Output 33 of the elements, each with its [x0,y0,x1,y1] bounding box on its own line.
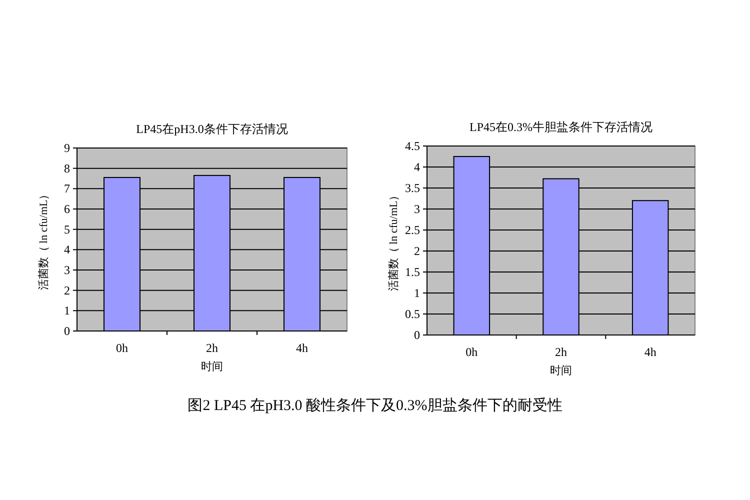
x-tick-label: 2h [206,341,218,355]
x-tick-label: 0h [116,341,128,355]
y-tick-label: 2.5 [405,223,420,237]
x-tick-label: 4h [296,341,308,355]
x-axis-title: 时间 [550,364,572,377]
y-tick-label: 1 [414,286,420,300]
y-tick-label: 9 [64,141,70,155]
y-tick-label: 4 [64,242,70,257]
caption: 图2 LP45 在pH3.0 酸性条件下及0.3%胆盐条件下的耐受性 [188,397,562,414]
y-tick-label: 4 [414,160,420,174]
chart-title: LP45在pH3.0条件下存活情况 [136,122,288,136]
y-tick-label: 1.5 [405,265,420,279]
y-axis-title: 活菌数（ ln cfu/mL） [387,190,400,292]
y-tick-label: 7 [64,182,70,196]
y-tick-label: 2 [64,283,70,298]
y-tick-label: 8 [64,161,70,176]
y-tick-label: 6 [64,202,70,216]
x-tick-label: 0h [466,345,478,359]
y-tick-label: 0 [414,328,420,342]
y-tick-label: 3 [64,263,70,277]
y-tick-label: 0 [64,324,70,338]
x-tick-label: 2h [555,345,567,359]
y-axis-title: 活菌数（ ln cfu/mL） [37,188,50,290]
x-tick-label: 4h [644,345,656,359]
y-tick-label: 3 [414,202,420,216]
y-tick-label: 1 [64,304,70,318]
y-tick-label: 4.5 [405,139,420,153]
y-tick-label: 2 [414,244,420,258]
y-tick-label: 3.5 [405,181,420,195]
chart-title: LP45在0.3%牛胆盐条件下存活情况 [470,120,652,134]
y-tick-label: 0.5 [405,307,420,321]
y-tick-label: 5 [64,222,70,236]
x-axis-title: 时间 [201,360,223,373]
